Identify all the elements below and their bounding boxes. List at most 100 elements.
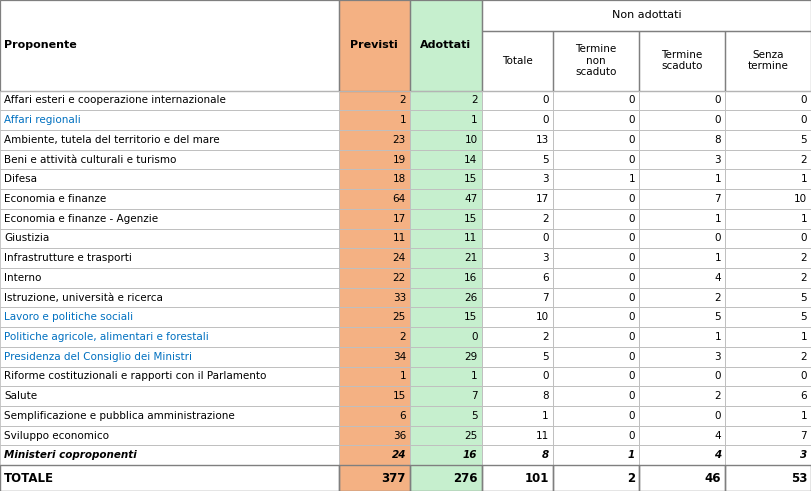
Bar: [638, 248, 724, 268]
Bar: [410, 130, 481, 150]
Bar: [338, 465, 410, 491]
Bar: [481, 110, 552, 130]
Text: 25: 25: [464, 431, 477, 440]
Text: 0: 0: [628, 411, 634, 421]
Bar: [638, 445, 724, 465]
Bar: [0, 307, 338, 327]
Bar: [724, 465, 810, 491]
Text: 2: 2: [399, 332, 406, 342]
Bar: [0, 465, 338, 491]
Bar: [552, 130, 638, 150]
Bar: [724, 307, 810, 327]
Bar: [0, 386, 338, 406]
Text: 7: 7: [800, 431, 806, 440]
Bar: [638, 30, 724, 91]
Bar: [481, 268, 552, 288]
Bar: [410, 110, 481, 130]
Text: Politiche agricole, alimentari e forestali: Politiche agricole, alimentari e foresta…: [4, 332, 208, 342]
Bar: [724, 110, 810, 130]
Bar: [410, 169, 481, 189]
Bar: [0, 465, 338, 491]
Text: 53: 53: [790, 471, 806, 485]
Text: 8: 8: [541, 450, 548, 461]
Bar: [724, 150, 810, 169]
Text: 7: 7: [470, 391, 477, 401]
Bar: [481, 386, 552, 406]
Bar: [481, 406, 552, 426]
Bar: [410, 229, 481, 248]
Bar: [552, 327, 638, 347]
Bar: [638, 426, 724, 445]
Text: 1: 1: [399, 372, 406, 382]
Bar: [0, 209, 338, 229]
Text: 3: 3: [714, 352, 720, 362]
Bar: [724, 445, 810, 465]
Bar: [410, 0, 481, 91]
Bar: [338, 347, 410, 367]
Bar: [338, 248, 410, 268]
Text: 3: 3: [542, 174, 548, 184]
Text: 5: 5: [542, 155, 548, 164]
Bar: [724, 426, 810, 445]
Text: 3: 3: [542, 253, 548, 263]
Bar: [638, 150, 724, 169]
Text: 0: 0: [628, 135, 634, 145]
Bar: [0, 229, 338, 248]
Text: 2: 2: [399, 95, 406, 106]
Bar: [724, 327, 810, 347]
Bar: [410, 268, 481, 288]
Bar: [0, 110, 338, 130]
Bar: [481, 426, 552, 445]
Bar: [410, 426, 481, 445]
Text: 2: 2: [542, 214, 548, 224]
Bar: [724, 169, 810, 189]
Bar: [552, 367, 638, 386]
Bar: [0, 406, 338, 426]
Text: Difesa: Difesa: [4, 174, 37, 184]
Bar: [638, 327, 724, 347]
Bar: [552, 150, 638, 169]
Text: 0: 0: [542, 115, 548, 125]
Bar: [410, 367, 481, 386]
Bar: [338, 209, 410, 229]
Bar: [0, 386, 338, 406]
Text: 1: 1: [714, 174, 720, 184]
Bar: [552, 406, 638, 426]
Bar: [724, 229, 810, 248]
Bar: [0, 150, 338, 169]
Bar: [0, 445, 338, 465]
Bar: [724, 189, 810, 209]
Text: 25: 25: [393, 312, 406, 322]
Text: Lavoro e politiche sociali: Lavoro e politiche sociali: [4, 312, 133, 322]
Bar: [410, 248, 481, 268]
Text: 0: 0: [628, 115, 634, 125]
Bar: [724, 386, 810, 406]
Bar: [0, 130, 338, 150]
Bar: [724, 327, 810, 347]
Bar: [552, 209, 638, 229]
Bar: [0, 130, 338, 150]
Bar: [410, 91, 481, 110]
Text: 6: 6: [800, 391, 806, 401]
Bar: [481, 445, 552, 465]
Bar: [410, 386, 481, 406]
Bar: [338, 307, 410, 327]
Bar: [481, 189, 552, 209]
Text: 2: 2: [800, 253, 806, 263]
Text: Presidenza del Consiglio dei Ministri: Presidenza del Consiglio dei Ministri: [4, 352, 192, 362]
Bar: [638, 130, 724, 150]
Bar: [0, 307, 338, 327]
Bar: [338, 327, 410, 347]
Bar: [481, 327, 552, 347]
Text: Semplificazione e pubblica amministrazione: Semplificazione e pubblica amministrazio…: [4, 411, 234, 421]
Bar: [338, 130, 410, 150]
Text: 2: 2: [714, 391, 720, 401]
Text: 0: 0: [628, 431, 634, 440]
Text: 24: 24: [393, 253, 406, 263]
Text: Affari regionali: Affari regionali: [4, 115, 81, 125]
Text: Previsti: Previsti: [350, 40, 397, 50]
Bar: [481, 386, 552, 406]
Bar: [724, 209, 810, 229]
Text: TOTALE: TOTALE: [4, 471, 54, 485]
Bar: [638, 288, 724, 307]
